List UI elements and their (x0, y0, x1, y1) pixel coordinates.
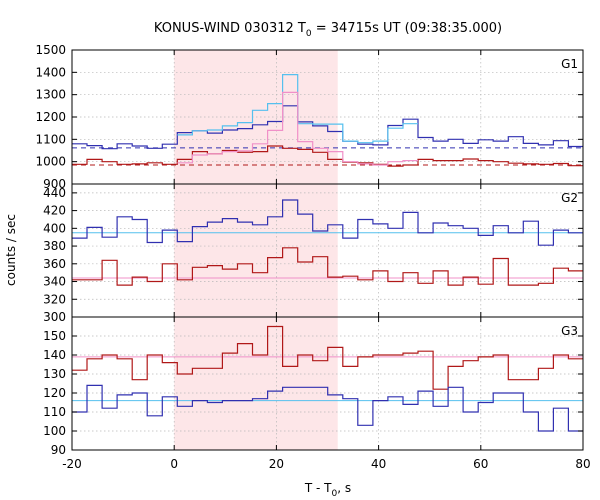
chart-title: KONUS-WIND 030312 T0 = 34715s UT (09:38:… (154, 21, 502, 39)
y-tick-label: 90 (51, 443, 66, 457)
y-tick-label: 400 (43, 221, 66, 235)
panel-label-g1: G1 (561, 57, 578, 71)
y-tick-label: 130 (43, 367, 66, 381)
y-tick-label: 440 (43, 186, 66, 200)
lightcurve-series-2 (177, 74, 418, 144)
panel-g3: 90 100 110 120 130 140 150 G3 (43, 316, 584, 457)
x-axis-label-pre: T - T (304, 481, 332, 495)
y-tick-label: 1300 (35, 88, 66, 102)
x-tick-label: 0 (170, 457, 178, 471)
lightcurve-series-2 (72, 384, 583, 432)
y-tick-label: 300 (43, 310, 66, 324)
panel-frame (71, 316, 584, 451)
y-tick-label: 360 (43, 257, 66, 271)
y-axis-label: counts / sec (4, 214, 18, 286)
y-tick-label: 1400 (35, 65, 66, 79)
y-tick-label: 900 (43, 177, 66, 191)
y-tick-label: 100 (43, 424, 66, 438)
x-tick-label: 20 (269, 457, 284, 471)
y-tick-label: 110 (43, 405, 66, 419)
lightcurve-series-1 (72, 105, 583, 150)
y-tick-label: 320 (43, 292, 66, 306)
y-tick-label: 1100 (35, 132, 66, 146)
panel-label-g2: G2 (561, 191, 578, 205)
y-tick-label: 1000 (35, 155, 66, 169)
chart-title-post: = 34715s UT (09:38:35.000) (312, 21, 502, 36)
panel-g2: 300 320 340 360 380 400 420 440 G2 (43, 183, 584, 324)
lightcurve-series-3 (72, 145, 583, 167)
x-tick-label: 60 (473, 457, 488, 471)
chart-title-pre: KONUS-WIND 030312 T (154, 21, 306, 36)
plot-area: 900100011001200130014001500G130032034036… (35, 43, 590, 471)
y-tick-label: 1500 (35, 43, 66, 57)
y-tick-label: 380 (43, 239, 66, 253)
x-tick-label: 80 (575, 457, 590, 471)
x-axis-label-post: , s (337, 481, 351, 495)
x-tick-label: 40 (371, 457, 386, 471)
panel-label-g3: G3 (561, 324, 578, 338)
lightcurve-series-1 (72, 325, 583, 390)
lightcurve-series-4 (177, 91, 418, 166)
chart-title-subscript: 0 (306, 29, 312, 39)
y-tick-label: 140 (43, 348, 66, 362)
y-tick-label: 150 (43, 329, 66, 343)
lightcurve-series-2 (72, 247, 583, 286)
y-tick-label: 340 (43, 275, 66, 289)
x-axis-label: T - T0, s (304, 481, 351, 499)
y-tick-label: 120 (43, 386, 66, 400)
x-axis-label-subscript: 0 (332, 489, 338, 499)
lightcurve-series-1 (72, 199, 583, 246)
y-tick-label: 420 (43, 204, 66, 218)
x-tick-label: -20 (62, 457, 82, 471)
y-tick-label: 1200 (35, 110, 66, 124)
